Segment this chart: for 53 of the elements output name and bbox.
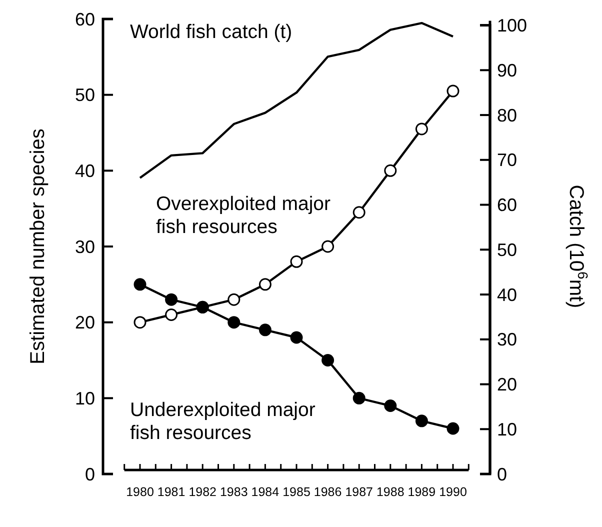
x-tick-label: 1990 <box>439 485 467 499</box>
point <box>290 255 303 268</box>
y-tick-label: 20 <box>74 312 95 333</box>
y2-tick-label: 30 <box>497 330 518 350</box>
point <box>384 400 397 412</box>
x-tick-label: 1985 <box>282 485 310 499</box>
point <box>384 164 397 177</box>
y2-tick-label: 50 <box>497 240 518 260</box>
y-axis-title: Estimated number species <box>27 128 49 364</box>
y-tick-label: 0 <box>84 464 95 484</box>
point <box>352 206 366 219</box>
point <box>446 84 460 98</box>
y-tick-label: 30 <box>74 236 95 257</box>
point <box>322 240 334 253</box>
y2-tick-label: 80 <box>497 105 518 126</box>
y2-tick-label: 40 <box>497 284 518 305</box>
y-tick-label: 10 <box>74 388 95 408</box>
x-tick-label: 1982 <box>188 485 217 499</box>
x-tick-label: 1983 <box>220 485 248 499</box>
y2-tick-label: 90 <box>497 60 518 80</box>
point <box>228 293 240 306</box>
point <box>352 392 366 404</box>
series-label: Underexploited major fish resources <box>130 399 316 444</box>
y-tick-label: 50 <box>74 85 95 106</box>
x-tick-label: 1980 <box>126 485 154 499</box>
point <box>134 316 146 329</box>
x-tick-label: 1987 <box>345 485 374 499</box>
point <box>322 354 334 366</box>
point <box>258 278 272 291</box>
x-tick-label: 1988 <box>376 485 404 499</box>
point <box>165 293 178 306</box>
series-label: Overexploited major fish resources <box>156 193 331 238</box>
y2-tick-label: 10 <box>497 419 518 440</box>
point <box>134 278 146 291</box>
y2-tick-label: 20 <box>497 374 518 395</box>
point <box>415 414 428 428</box>
x-tick-label: 1981 <box>157 485 186 499</box>
point <box>228 316 240 329</box>
y-tick-label: 60 <box>74 9 95 30</box>
x-tick-label: 1989 <box>408 485 436 499</box>
point <box>258 324 272 336</box>
y2-tick-label: 70 <box>497 150 518 170</box>
point <box>415 122 428 136</box>
point <box>290 331 303 344</box>
x-tick-label: 1986 <box>314 485 342 499</box>
y2-tick-label: 0 <box>497 464 508 484</box>
series-label: World fish catch (t) <box>130 21 292 43</box>
y-tick-label: 40 <box>74 160 95 181</box>
y2-tick-label: 100 <box>497 16 528 36</box>
point <box>446 422 460 435</box>
point <box>165 308 178 321</box>
x-tick-label: 1984 <box>251 485 280 499</box>
y2-tick-label: 60 <box>497 195 518 216</box>
